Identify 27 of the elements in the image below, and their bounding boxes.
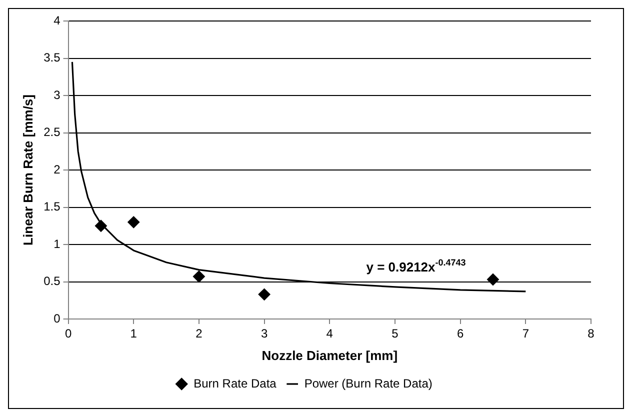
x-axis-title: Nozzle Diameter [mm] bbox=[262, 348, 398, 363]
y-tick-label: 4 bbox=[54, 13, 61, 28]
point bbox=[192, 270, 205, 283]
y-axis-title: Linear Burn Rate [mm/s] bbox=[20, 94, 36, 246]
legend-label: Burn Rate Data bbox=[194, 376, 277, 390]
y-tick-label: 2.5 bbox=[44, 125, 61, 140]
point bbox=[94, 220, 107, 232]
x-tick-label: 6 bbox=[456, 326, 464, 341]
y-tick-label: 0.5 bbox=[44, 274, 61, 288]
x-tick-label: 4 bbox=[326, 326, 334, 341]
x-tick-label: 5 bbox=[392, 326, 399, 341]
y-tick-label: 1.5 bbox=[44, 200, 61, 214]
point bbox=[258, 288, 270, 300]
y-tick-label: 3 bbox=[54, 88, 61, 102]
y-tick-label: 1 bbox=[54, 236, 61, 251]
y-tick-label: 3.5 bbox=[44, 50, 61, 65]
y-tick-label: 0 bbox=[54, 311, 61, 326]
x-tick-label: 8 bbox=[588, 326, 595, 341]
y-tick-label: 2 bbox=[54, 162, 61, 176]
x-tick-label: 7 bbox=[522, 326, 530, 341]
point bbox=[128, 216, 140, 228]
x-tick-label: 0 bbox=[64, 326, 72, 341]
x-tick-label: 1 bbox=[130, 326, 138, 341]
point bbox=[486, 274, 499, 286]
legend-label: Power (Burn Rate Data) bbox=[304, 376, 432, 390]
x-tick-label: 3 bbox=[260, 326, 268, 341]
x-tick-label: 2 bbox=[196, 326, 203, 341]
